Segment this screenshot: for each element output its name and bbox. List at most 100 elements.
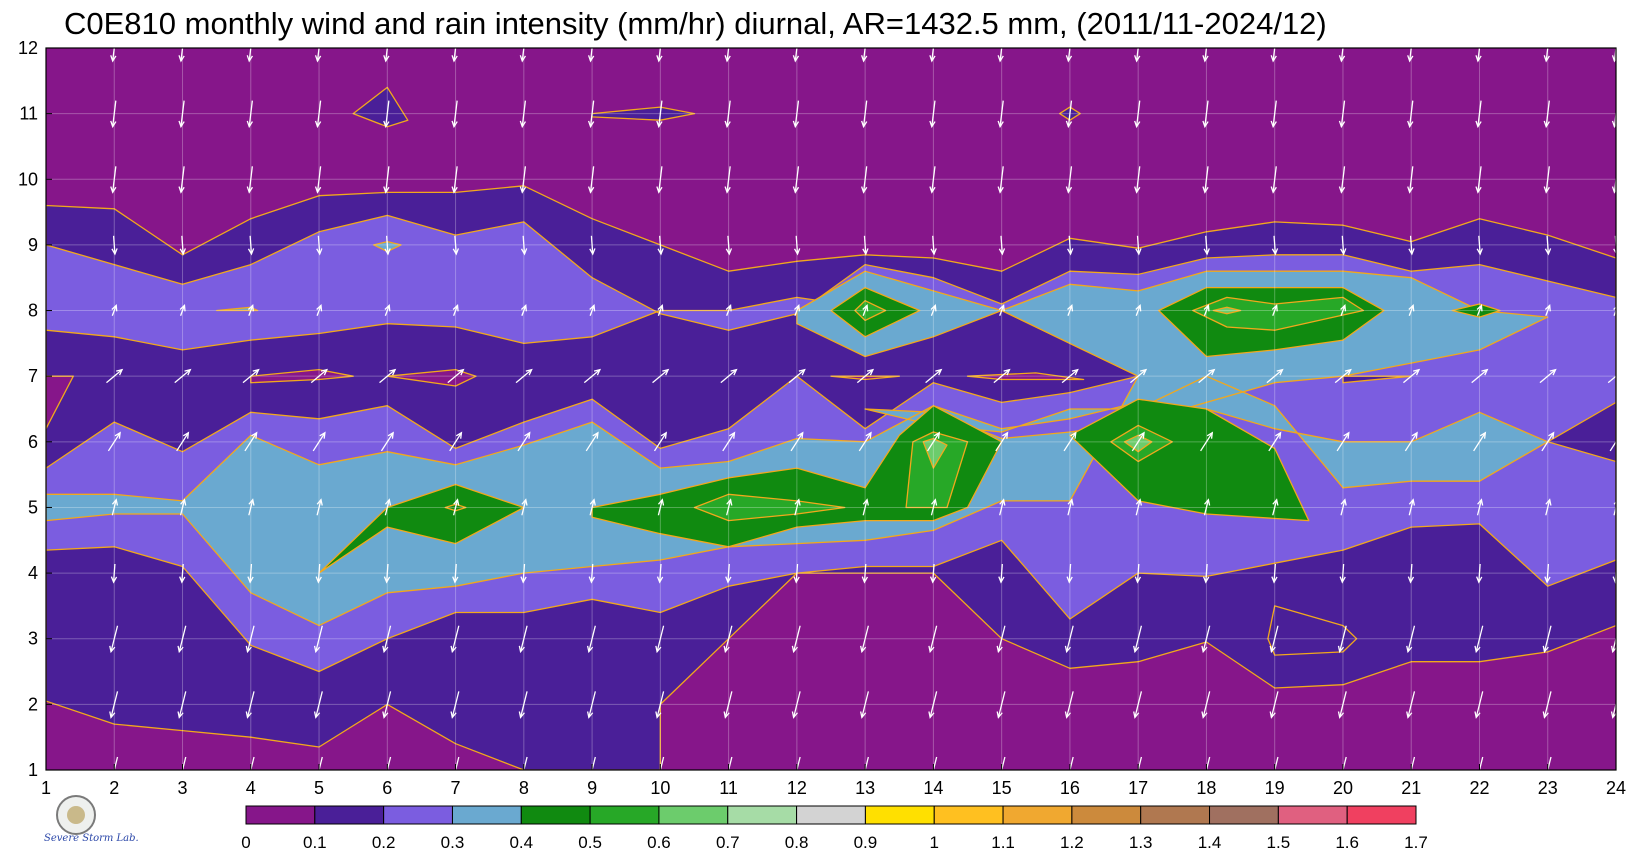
wind-vector xyxy=(107,431,121,452)
wind-vector xyxy=(1410,756,1416,770)
wind-vector xyxy=(793,235,801,256)
wind-vector xyxy=(932,756,938,770)
wind-vector xyxy=(583,368,602,384)
x-tick-label: 15 xyxy=(992,778,1012,798)
wind-vector xyxy=(1475,100,1482,129)
wind-vector xyxy=(1340,303,1347,316)
x-tick-label: 17 xyxy=(1128,778,1148,798)
x-tick-label: 23 xyxy=(1538,778,1558,798)
wind-vector xyxy=(926,431,941,452)
wind-vector xyxy=(586,625,596,654)
wind-vector xyxy=(1338,48,1346,63)
contour-region-17 xyxy=(1212,306,1242,315)
logo-text: Severe Storm Lab. xyxy=(44,833,139,844)
wind-vector xyxy=(1065,48,1073,63)
wind-vector xyxy=(1544,303,1551,316)
wind-vector xyxy=(724,166,731,194)
wind-vector xyxy=(1407,100,1414,129)
wind-vector xyxy=(1135,498,1142,516)
wind-vector xyxy=(178,48,185,63)
wind-vector xyxy=(864,756,870,770)
wind-vector xyxy=(1270,166,1277,194)
wind-vector xyxy=(1338,166,1346,194)
y-tick-label: 11 xyxy=(19,104,38,124)
y-tick-label: 9 xyxy=(28,235,38,255)
wind-vector xyxy=(591,756,596,770)
wind-vector xyxy=(1133,691,1143,719)
wind-vector xyxy=(1069,756,1074,770)
contour-region-10 xyxy=(693,493,846,522)
wind-vector xyxy=(316,235,323,256)
x-tick-label: 1 xyxy=(41,778,51,798)
wind-vector xyxy=(111,498,119,516)
wind-vector xyxy=(588,563,595,584)
x-tick-label: 18 xyxy=(1196,778,1216,798)
contour-region-19 xyxy=(216,306,259,312)
wind-vector xyxy=(723,625,733,654)
wind-vector xyxy=(1611,108,1616,129)
x-tick-label: 6 xyxy=(382,778,392,798)
wind-vector xyxy=(246,48,254,63)
wind-vector xyxy=(179,235,186,256)
wind-vector xyxy=(928,691,938,719)
wind-vector xyxy=(1611,173,1616,194)
wind-vector xyxy=(310,368,328,384)
wind-vector xyxy=(998,235,1006,256)
wind-vector xyxy=(1202,563,1210,584)
wind-vector xyxy=(1408,498,1416,516)
wind-vector xyxy=(109,691,119,719)
wind-vector xyxy=(862,498,869,516)
colorbar-label: 0.6 xyxy=(647,833,671,852)
wind-vector xyxy=(587,48,595,63)
wind-vector xyxy=(1067,498,1074,516)
x-tick-label: 16 xyxy=(1060,778,1080,798)
x-tick-label: 4 xyxy=(246,778,256,798)
wind-vector xyxy=(250,756,255,770)
wind-vector xyxy=(792,166,800,194)
wind-vector xyxy=(1407,166,1414,194)
wind-vector xyxy=(996,625,1006,654)
wind-vector xyxy=(1339,563,1346,584)
wind-vector xyxy=(1065,100,1073,129)
wind-vector xyxy=(384,498,392,516)
colorbar-swatch xyxy=(383,805,453,825)
wind-vector xyxy=(1200,431,1214,452)
wind-vector xyxy=(794,498,801,516)
wind-vector xyxy=(1065,166,1073,194)
wind-vector xyxy=(515,368,533,384)
wind-vector xyxy=(1205,756,1211,770)
wind-vector xyxy=(999,498,1006,516)
wind-vector xyxy=(316,498,323,516)
wind-vector xyxy=(722,431,736,452)
colorbar-swatch xyxy=(589,805,660,825)
wind-vector xyxy=(656,100,663,129)
wind-vector xyxy=(449,431,463,452)
wind-vector xyxy=(929,563,937,584)
colorbar-swatch xyxy=(658,805,729,825)
wind-vector xyxy=(861,48,868,63)
wind-vector xyxy=(452,498,460,516)
contour-region-21 xyxy=(352,86,409,128)
wind-vector xyxy=(1202,48,1209,63)
wind-vector xyxy=(1613,500,1616,516)
y-tick-label: 3 xyxy=(28,629,38,649)
colorbar-swatch xyxy=(520,805,591,825)
wind-vector xyxy=(659,756,665,770)
y-tick-label: 12 xyxy=(18,38,38,58)
wind-vector xyxy=(177,691,187,719)
colorbar-swatch xyxy=(796,805,866,825)
wind-vector xyxy=(725,563,732,584)
wind-vector xyxy=(177,625,187,654)
y-tick-label: 10 xyxy=(18,169,38,189)
wind-vector xyxy=(587,100,595,129)
wind-vector xyxy=(451,166,458,194)
wind-vector xyxy=(998,563,1005,584)
wind-vector xyxy=(179,563,186,584)
wind-vector xyxy=(657,303,664,316)
wind-vector xyxy=(1406,691,1416,719)
wind-vector xyxy=(1271,303,1278,316)
colorbar-swatch xyxy=(864,805,935,825)
wind-vector xyxy=(379,368,397,384)
wind-vector xyxy=(1134,100,1141,129)
wind-vector xyxy=(452,303,459,316)
